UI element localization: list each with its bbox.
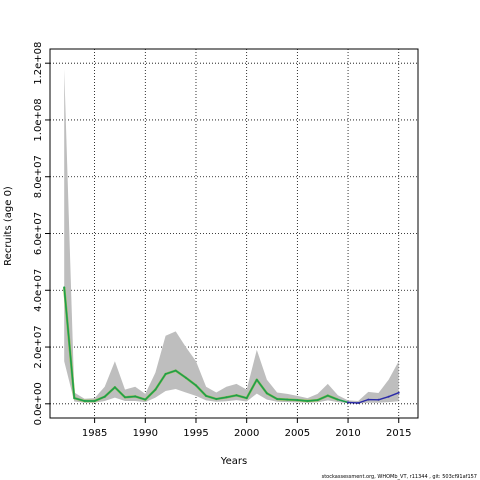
- y-tick-label: 1.0e+08: [33, 98, 44, 141]
- data-point: [387, 395, 390, 398]
- x-tick-label: 1985: [82, 428, 107, 439]
- data-point: [296, 399, 299, 402]
- data-point: [113, 386, 116, 389]
- data-point: [103, 395, 106, 398]
- x-tick-label: 2015: [386, 428, 411, 439]
- data-point: [154, 388, 157, 391]
- x-axis-title: Years: [220, 456, 247, 467]
- data-point: [306, 400, 309, 402]
- grid-lines: [50, 49, 418, 418]
- data-point: [164, 373, 167, 375]
- y-tick-label: 8.0e+07: [33, 155, 44, 198]
- data-point: [397, 391, 400, 394]
- data-point: [377, 398, 380, 401]
- data-point: [195, 384, 197, 387]
- data-point: [357, 402, 360, 404]
- y-tick-label: 2.0e+07: [33, 325, 44, 368]
- y-axis-title: Recruits (age 0): [3, 186, 14, 266]
- data-point: [276, 398, 279, 400]
- data-point: [367, 398, 370, 401]
- data-point: [144, 398, 147, 401]
- x-tick-label: 2000: [234, 428, 259, 439]
- y-axis: 0.0e+00 2.0e+07 4.0e+07 6.0e+07 8.0e+07 1.0e+…: [33, 42, 51, 425]
- data-point: [184, 376, 187, 379]
- data-point: [336, 398, 339, 401]
- data-point: [245, 397, 248, 400]
- x-tick-label: 2010: [335, 428, 360, 439]
- data-point: [93, 400, 96, 402]
- data-point: [255, 378, 258, 381]
- data-point: [316, 399, 319, 402]
- data-point: [205, 394, 208, 397]
- data-point: [235, 394, 238, 397]
- data-point: [63, 286, 66, 289]
- data-point: [83, 400, 86, 402]
- footnote: stockassessment.org, WHOMb_VT, r11344 , …: [322, 474, 477, 480]
- data-point: [225, 396, 228, 399]
- data-point: [174, 369, 177, 372]
- data-point: [73, 397, 76, 400]
- data-point: [215, 398, 218, 400]
- x-tick-label: 1995: [183, 428, 208, 439]
- confidence-band: [64, 68, 399, 404]
- y-tick-label: 6.0e+07: [33, 212, 44, 255]
- y-tick-label: 4.0e+07: [33, 269, 44, 312]
- series-lines: [63, 286, 400, 404]
- y-tick-label: 1.2e+08: [33, 42, 44, 85]
- data-point: [134, 395, 137, 398]
- x-tick-label: 2005: [285, 428, 310, 439]
- data-point: [265, 392, 268, 395]
- series-line-4: [347, 392, 399, 404]
- data-point: [347, 401, 349, 404]
- y-tick-label: 0.0e+00: [33, 382, 44, 425]
- data-point: [326, 394, 329, 397]
- data-point: [124, 396, 126, 399]
- x-tick-label: 1990: [133, 428, 158, 439]
- data-point: [286, 398, 289, 401]
- x-axis: 1985 1990 1995 2000 2005 2010 2015: [82, 417, 411, 439]
